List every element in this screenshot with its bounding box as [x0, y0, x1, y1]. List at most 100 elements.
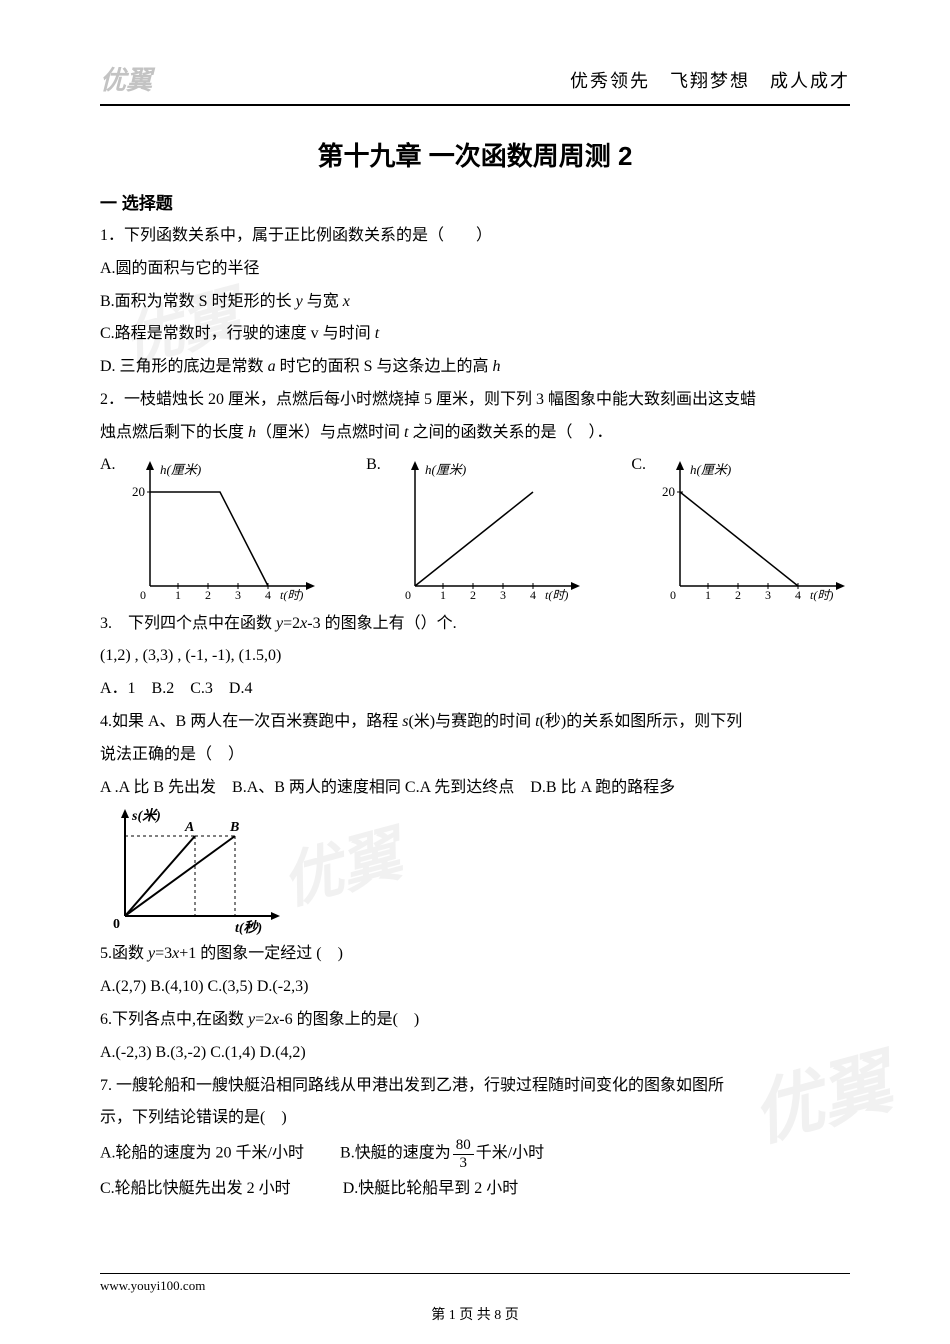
- chart-c-label: C.: [631, 456, 646, 474]
- text: =2: [255, 1011, 272, 1028]
- page-number: 第 1 页 共 8 页: [0, 1304, 950, 1324]
- svg-text:h(厘米): h(厘米): [160, 462, 201, 477]
- page-title: 第十九章 一次函数周周测 2: [100, 136, 850, 173]
- q1-stem: 1．下列函数关系中，属于正比例函数关系的是（ ）: [100, 222, 850, 251]
- svg-text:h(厘米): h(厘米): [690, 462, 731, 477]
- chart-a: A. h(厘米) 20 0 1 2 3 4 t(时): [100, 456, 320, 606]
- text: 之间的函数关系的是（ ）．: [408, 424, 612, 441]
- text: 时它的面积 S 与这条边上的高: [276, 358, 493, 375]
- var-a: a: [268, 358, 276, 375]
- q1-optA: A.圆的面积与它的半径: [100, 255, 850, 284]
- text: B.面积为常数 S 时矩形的长: [100, 293, 296, 310]
- chart-a-label: A.: [100, 456, 116, 474]
- page-header: 优翼 优秀领先 飞翔梦想 成人成才: [100, 60, 850, 106]
- q2-line2: 烛点燃后剩下的长度 h（厘米）与点燃时间 t 之间的函数关系的是（ ）．: [100, 419, 850, 448]
- text: =3: [155, 945, 172, 962]
- chart-c-svg: h(厘米) 20 0 1 2 3 4 t(时): [650, 456, 850, 606]
- chart-c: C. h(厘米) 20 0 1 2 3 4 t(时): [631, 456, 850, 606]
- svg-text:20: 20: [662, 484, 675, 499]
- q4-line1: 4.如果 A、B 两人在一次百米赛跑中，路程 s(米)与赛跑的时间 t(秒)的关…: [100, 708, 850, 737]
- text: -3 的图象上有（）个.: [307, 615, 456, 632]
- q1-optC: C.路程是常数时，行驶的速度 v 与时间 t: [100, 320, 850, 349]
- logo: 优翼: [100, 60, 190, 100]
- svg-text:1: 1: [175, 588, 181, 602]
- footer-divider: [100, 1273, 850, 1274]
- svg-text:3: 3: [765, 588, 771, 602]
- q3-stem: 3. 下列四个点中在函数 y=2x-3 的图象上有（）个.: [100, 610, 850, 639]
- svg-text:0: 0: [113, 917, 120, 932]
- text: 与宽: [303, 293, 343, 310]
- q6-stem: 6.下列各点中,在函数 y=2x-6 的图象上的是( ): [100, 1006, 850, 1035]
- text: 3. 下列四个点中在函数: [100, 615, 276, 632]
- text: 6.下列各点中,在函数: [100, 1011, 248, 1028]
- q5-stem: 5.函数 y=3x+1 的图象一定经过 ( ): [100, 940, 850, 969]
- svg-text:1: 1: [440, 588, 446, 602]
- q4-svg: s(米) t(秒) 0 A B: [100, 806, 290, 936]
- text: （厘米）与点燃时间: [256, 424, 404, 441]
- svg-text:2: 2: [735, 588, 741, 602]
- fraction-num: 80: [453, 1137, 474, 1155]
- svg-text:4: 4: [795, 588, 801, 602]
- text: C.路程是常数时，行驶的速度 v 与时间: [100, 325, 375, 342]
- svg-text:4: 4: [265, 588, 271, 602]
- svg-text:B: B: [229, 820, 239, 835]
- var-t: t: [375, 325, 379, 342]
- q2-charts: A. h(厘米) 20 0 1 2 3 4 t(时) B.: [100, 456, 850, 606]
- text: +1 的图象一定经过 ( ): [179, 945, 343, 962]
- svg-text:t(时): t(时): [280, 588, 303, 602]
- svg-text:3: 3: [500, 588, 506, 602]
- svg-text:2: 2: [470, 588, 476, 602]
- q7-optAB: A.轮船的速度为 20 千米/小时 B.快艇的速度为803千米/小时: [100, 1137, 850, 1171]
- text: (秒)的关系如图所示，则下列: [540, 713, 743, 730]
- svg-text:t(时): t(时): [545, 588, 568, 602]
- q1-optD: D. 三角形的底边是常数 a 时它的面积 S 与这条边上的高 h: [100, 353, 850, 382]
- q7-line2: 示，下列结论错误的是( ): [100, 1104, 850, 1133]
- svg-text:t(秒): t(秒): [235, 919, 262, 936]
- svg-text:t(时): t(时): [810, 588, 833, 602]
- text: -6 的图象上的是( ): [279, 1011, 419, 1028]
- q5-options: A.(2,7) B.(4,10) C.(3,5) D.(-2,3): [100, 973, 850, 1002]
- q1-optB: B.面积为常数 S 时矩形的长 y 与宽 x: [100, 288, 850, 317]
- text: =2: [283, 615, 300, 632]
- footer: www.youyi100.com: [100, 1273, 850, 1294]
- q3-options: A．1 B.2 C.3 D.4: [100, 675, 850, 704]
- q3-points: (1,2) , (3,3) , (-1, -1), (1.5,0): [100, 642, 850, 671]
- text: 5.函数: [100, 945, 148, 962]
- text: 4.如果 A、B 两人在一次百米赛跑中，路程: [100, 713, 402, 730]
- svg-text:20: 20: [132, 484, 145, 499]
- chart-a-svg: h(厘米) 20 0 1 2 3 4 t(时): [120, 456, 320, 606]
- text: 烛点燃后剩下的长度: [100, 424, 248, 441]
- q6-options: A.(-2,3) B.(3,-2) C.(1,4) D.(4,2): [100, 1039, 850, 1068]
- footer-url: www.youyi100.com: [100, 1278, 850, 1294]
- q7-optB-prefix: B.快艇的速度为: [340, 1145, 451, 1162]
- q7-optC: C.轮船比快艇先出发 2 小时: [100, 1180, 291, 1197]
- svg-text:h(厘米): h(厘米): [425, 462, 466, 477]
- chart-b-svg: h(厘米) 0 1 2 3 4 t(时): [385, 456, 585, 606]
- q4-graph: s(米) t(秒) 0 A B: [100, 806, 850, 936]
- svg-text:0: 0: [670, 588, 676, 602]
- svg-text:A: A: [184, 820, 194, 835]
- var-y: y: [296, 293, 303, 310]
- var-x: x: [343, 293, 350, 310]
- q2-line1: 2．一枝蜡烛长 20 厘米，点燃后每小时燃烧掉 5 厘米，则下列 3 幅图象中能…: [100, 386, 850, 415]
- svg-text:2: 2: [205, 588, 211, 602]
- q7-optA: A.轮船的速度为 20 千米/小时: [100, 1145, 304, 1162]
- svg-text:0: 0: [405, 588, 411, 602]
- svg-text:4: 4: [530, 588, 536, 602]
- q7-optB-suffix: 千米/小时: [476, 1145, 544, 1162]
- fraction: 803: [453, 1137, 474, 1171]
- svg-text:3: 3: [235, 588, 241, 602]
- q4-options: A .A 比 B 先出发 B.A、B 两人的速度相同 C.A 先到达终点 D.B…: [100, 774, 850, 803]
- text: (米)与赛跑的时间: [408, 713, 535, 730]
- text: D. 三角形的底边是常数: [100, 358, 268, 375]
- q7-optD: D.快艇比轮船早到 2 小时: [343, 1180, 519, 1197]
- q7-line1: 7. 一艘轮船和一艘快艇沿相同路线从甲港出发到乙港，行驶过程随时间变化的图象如图…: [100, 1072, 850, 1101]
- q7-optCD: C.轮船比快艇先出发 2 小时 D.快艇比轮船早到 2 小时: [100, 1175, 850, 1204]
- svg-text:s(米): s(米): [131, 807, 161, 824]
- svg-text:1: 1: [705, 588, 711, 602]
- q4-line2: 说法正确的是（ ）: [100, 741, 850, 770]
- svg-text:0: 0: [140, 588, 146, 602]
- chart-b-label: B.: [366, 456, 381, 474]
- fraction-den: 3: [453, 1155, 474, 1172]
- var-h: h: [248, 424, 256, 441]
